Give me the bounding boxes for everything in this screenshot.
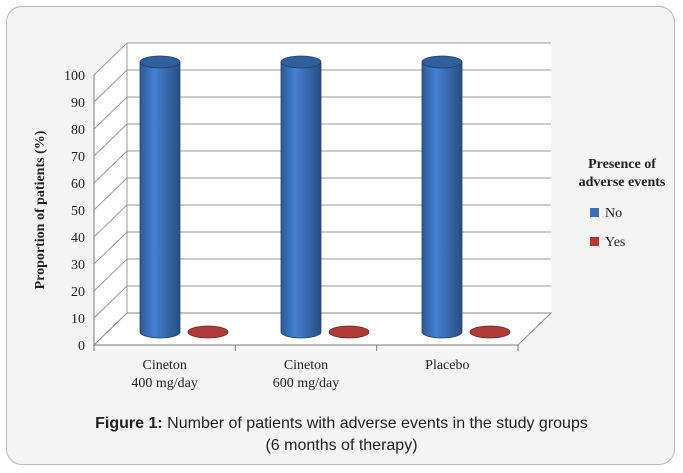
- x-tick-label: 400 mg/day: [131, 376, 198, 391]
- caption-subtext: (6 months of therapy): [265, 437, 418, 454]
- bar-no-body: [139, 61, 181, 339]
- legend-swatch-yes: [590, 237, 599, 246]
- legend-title: adverse events: [579, 175, 666, 190]
- x-tick-label: 600 mg/day: [273, 376, 340, 391]
- legend-label-no: No: [605, 206, 622, 221]
- y-tick-label: 40: [71, 231, 85, 246]
- y-tick-label: 60: [71, 177, 85, 192]
- x-tick-label: Cineton: [284, 358, 328, 373]
- y-tick-label: 70: [71, 150, 85, 165]
- y-tick-label: 20: [71, 285, 85, 300]
- legend-title: Presence of: [588, 157, 656, 172]
- legend-label-yes: Yes: [605, 235, 625, 250]
- caption-label: Figure 1:: [95, 415, 163, 432]
- caption-text: Number of patients with adverse events i…: [162, 415, 588, 432]
- y-tick-label: 100: [64, 69, 85, 84]
- bar-no-body: [421, 61, 463, 339]
- y-tick-label: 90: [71, 96, 85, 111]
- y-tick-label: 0: [78, 339, 85, 354]
- bar-yes-flat: [187, 325, 229, 339]
- bar-no-body: [280, 61, 322, 339]
- y-axis-title: Proportion of patients (%): [33, 130, 48, 289]
- bar-no-top: [280, 55, 322, 69]
- y-tick-label: 80: [71, 123, 85, 138]
- bar-yes-flat: [328, 325, 370, 339]
- x-tick-label: Cineton: [142, 358, 186, 373]
- legend-swatch-no: [590, 208, 599, 217]
- bar-no-top: [139, 55, 181, 69]
- figure-caption: Figure 1: Number of patients with advers…: [0, 415, 683, 433]
- y-tick-label: 50: [71, 204, 85, 219]
- bar-no-top: [421, 55, 463, 69]
- y-tick-label: 10: [71, 312, 85, 327]
- bar-yes-flat: [469, 325, 511, 339]
- y-tick-label: 30: [71, 258, 85, 273]
- x-tick-label: Placebo: [425, 358, 469, 373]
